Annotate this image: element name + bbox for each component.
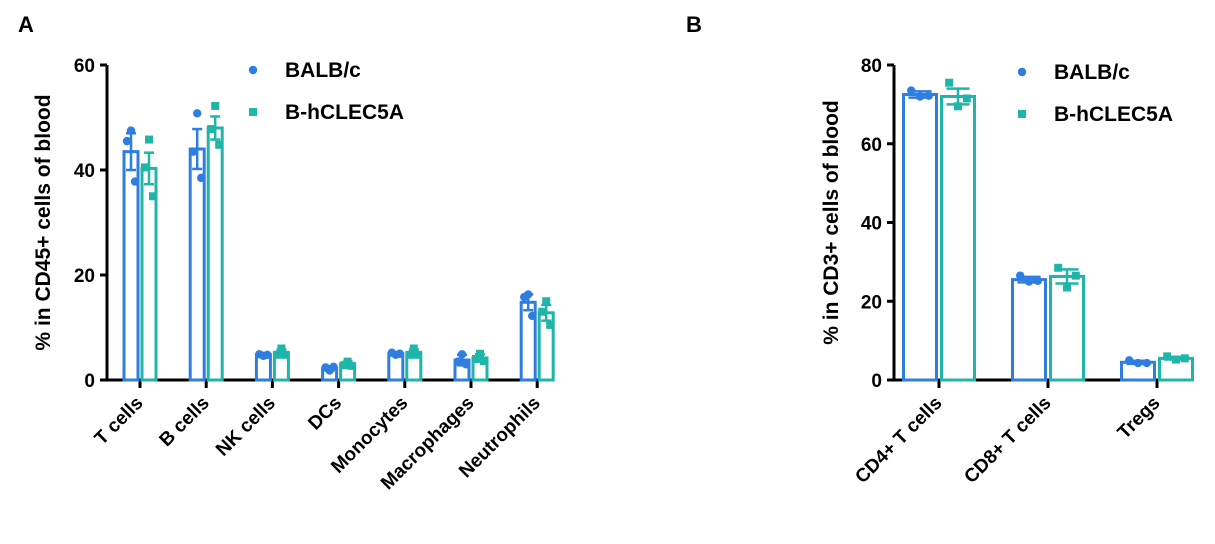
data-point-b-hclec5a — [347, 361, 356, 370]
data-point-b-hclec5a — [476, 349, 484, 358]
panel-label-b: B — [686, 12, 702, 37]
bar-b-hclec5a-cd8-t-cells — [1049, 274, 1085, 382]
category-label-cd4-t-cells: CD4+ T cells — [851, 393, 946, 488]
data-point-b-hclec5a — [211, 101, 220, 110]
legend-marker-b-hclec5a — [1018, 110, 1026, 118]
data-point-balb-c — [907, 86, 916, 95]
data-point-b-hclec5a — [1172, 355, 1180, 364]
data-point-balb-c — [321, 363, 330, 372]
data-point-b-hclec5a — [149, 192, 157, 201]
data-point-b-hclec5a — [281, 350, 290, 359]
bar-balb-c-cd8-t-cells — [1011, 278, 1047, 382]
category-label-b-cells: B cells — [156, 393, 214, 451]
y-tick-label: 40 — [861, 214, 882, 235]
y-axis-label: % in CD3+ cells of blood — [820, 100, 843, 344]
bar-balb-c-b-cells — [188, 147, 206, 382]
category-label-nk-cells: NK cells — [212, 393, 280, 461]
data-point-b-hclec5a — [273, 350, 282, 359]
data-point-b-hclec5a — [141, 163, 149, 172]
legend-label-balb-c: BALB/c — [1054, 61, 1130, 84]
data-point-b-hclec5a — [542, 297, 551, 306]
data-point-b-hclec5a — [962, 94, 971, 103]
data-point-balb-c — [453, 357, 463, 366]
data-point-b-hclec5a — [145, 135, 153, 144]
y-tick-label: 0 — [871, 371, 882, 392]
data-point-b-hclec5a — [1063, 283, 1071, 292]
data-point-b-hclec5a — [1071, 271, 1080, 280]
y-tick-label: 80 — [861, 56, 882, 77]
legend-marker-balb-c — [248, 65, 258, 75]
data-point-balb-c — [461, 360, 471, 369]
data-point-balb-c — [1024, 277, 1034, 286]
data-point-balb-c — [122, 136, 132, 146]
legend-label-balb-c: BALB/c — [285, 59, 361, 82]
data-point-balb-c — [126, 126, 136, 135]
category-label-t-cells: T cells — [91, 393, 148, 450]
data-point-b-hclec5a — [538, 307, 547, 316]
panel-label-a: A — [18, 12, 34, 37]
data-point-balb-c — [1125, 356, 1134, 365]
data-point-balb-c — [1033, 276, 1043, 285]
chart-panel-b: 0 20 40 60 80 % in CD3+ cells of blood CD4+ T … — [820, 56, 1194, 488]
data-point-b-hclec5a — [207, 125, 216, 134]
category-label-dcs: DCs — [304, 393, 346, 435]
data-point-balb-c — [329, 362, 338, 372]
category-label-tregs: Tregs — [1114, 393, 1165, 444]
legend-marker-balb-c — [1017, 67, 1027, 77]
data-point-balb-c — [197, 173, 206, 183]
data-point-b-hclec5a — [277, 344, 286, 353]
bar-balb-c-t-cells — [122, 150, 140, 382]
bar-balb-c-cd4-t-cells — [902, 93, 938, 382]
data-point-balb-c — [130, 177, 140, 186]
data-point-balb-c — [263, 350, 272, 359]
y-tick-label: 40 — [74, 161, 95, 182]
data-point-b-hclec5a — [215, 140, 224, 149]
data-point-balb-c — [520, 292, 529, 302]
y-tick-label: 0 — [84, 371, 95, 392]
data-point-b-hclec5a — [546, 320, 555, 329]
data-point-balb-c — [387, 348, 396, 357]
data-point-balb-c — [255, 350, 264, 359]
data-point-b-hclec5a — [480, 357, 488, 366]
data-point-b-hclec5a — [1054, 263, 1063, 272]
data-point-balb-c — [395, 349, 404, 358]
data-point-balb-c — [1142, 358, 1152, 368]
data-point-b-hclec5a — [1163, 352, 1172, 361]
data-point-balb-c — [189, 147, 198, 156]
data-point-b-hclec5a — [413, 350, 422, 359]
bar-b-hclec5a-b-cells — [206, 126, 224, 382]
data-point-b-hclec5a — [405, 350, 414, 359]
data-point-balb-c — [1016, 271, 1025, 280]
data-point-balb-c — [457, 350, 467, 359]
data-point-balb-c — [193, 109, 202, 118]
y-tick-label: 20 — [74, 266, 95, 287]
data-point-b-hclec5a — [409, 344, 418, 353]
data-point-balb-c — [924, 91, 933, 100]
category-label-cd8-t-cells: CD8+ T cells — [960, 393, 1055, 488]
y-tick-label: 20 — [861, 292, 882, 313]
data-point-balb-c — [528, 311, 537, 321]
data-point-b-hclec5a — [339, 361, 348, 370]
data-point-b-hclec5a — [472, 355, 480, 363]
y-tick-label: 60 — [74, 56, 95, 77]
legend-label-b-hclec5a: B-hCLEC5A — [1054, 103, 1173, 126]
legend-label-b-hclec5a: B-hCLEC5A — [285, 101, 404, 124]
data-point-b-hclec5a — [954, 102, 962, 111]
legend-marker-b-hclec5a — [249, 108, 257, 116]
data-point-balb-c — [915, 92, 925, 101]
data-point-balb-c — [1133, 358, 1143, 368]
y-tick-label: 60 — [861, 135, 882, 156]
data-point-b-hclec5a — [1180, 354, 1189, 363]
bar-b-hclec5a-cd4-t-cells — [940, 95, 976, 382]
y-axis-label: % in CD45+ cells of blood — [32, 94, 55, 350]
data-point-b-hclec5a — [945, 78, 954, 87]
